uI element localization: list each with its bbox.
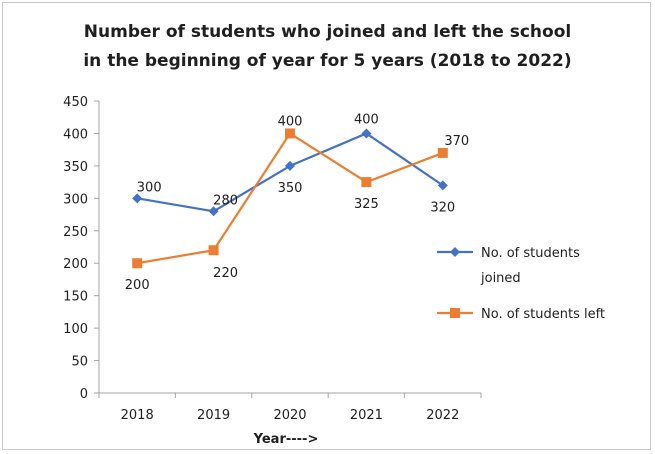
- y-tick-label: 300: [63, 192, 88, 207]
- data-point: [208, 245, 219, 256]
- x-tick-label: 2020: [273, 408, 306, 423]
- data-point: [437, 147, 448, 158]
- series-left: [132, 128, 448, 269]
- data-label: 350: [278, 181, 303, 196]
- data-point: [361, 128, 372, 139]
- series-joined: [132, 128, 448, 217]
- data-label: 300: [137, 180, 162, 195]
- data-point: [285, 160, 295, 171]
- chart-title-line-1: Number of students who joined and left t…: [83, 22, 572, 42]
- data-label: 200: [125, 278, 150, 293]
- chart-frame: [2, 2, 651, 450]
- data-label: 220: [213, 266, 238, 281]
- data-label: 370: [444, 134, 469, 149]
- legend-marker: [450, 247, 460, 257]
- x-tick-label: 2021: [350, 408, 383, 423]
- data-labels: 300 280 350 400 320 200 220 400 325 370: [125, 112, 469, 293]
- y-tick-label: 350: [63, 160, 88, 175]
- data-label: 320: [430, 200, 455, 215]
- y-tick-label: 150: [63, 290, 88, 305]
- x-axis-title: Year---->: [253, 432, 319, 447]
- x-tick-label: 2022: [426, 408, 459, 423]
- x-tick-label: 2018: [121, 408, 154, 423]
- legend-label: No. of students left: [481, 307, 605, 322]
- y-tick-label: 250: [63, 225, 88, 240]
- data-point: [132, 193, 143, 204]
- legend: No. of students joined No. of students lef…: [437, 246, 605, 322]
- y-tick-label: 100: [63, 322, 88, 337]
- data-label: 280: [213, 193, 238, 208]
- data-point: [437, 180, 448, 191]
- data-label: 400: [278, 114, 303, 129]
- legend-label: joined: [480, 271, 521, 286]
- y-tick-label: 400: [63, 127, 88, 142]
- series-line: [137, 132, 444, 213]
- data-label: 325: [354, 197, 379, 212]
- y-tick-label: 450: [63, 95, 88, 110]
- y-tick-label: 50: [71, 355, 88, 370]
- legend-marker: [450, 308, 460, 318]
- data-point: [361, 177, 372, 188]
- y-tick-label: 0: [80, 387, 88, 402]
- data-point: [285, 128, 295, 139]
- chart-title-line-2: in the beginning of year for 5 years (20…: [83, 51, 572, 71]
- series-layer: [132, 128, 448, 269]
- x-tick-label: 2019: [197, 408, 230, 423]
- axes: 0 50 100 150 200 250 300 350 400 450 2018 2019 2020 2…: [63, 95, 482, 423]
- y-tick-label: 200: [63, 257, 88, 272]
- legend-label: No. of students: [481, 246, 580, 261]
- data-point: [208, 206, 219, 217]
- legend-item-joined: No. of students joined: [437, 246, 580, 286]
- legend-item-left: No. of students left: [437, 307, 605, 322]
- data-point: [132, 258, 143, 269]
- data-label: 400: [354, 112, 379, 127]
